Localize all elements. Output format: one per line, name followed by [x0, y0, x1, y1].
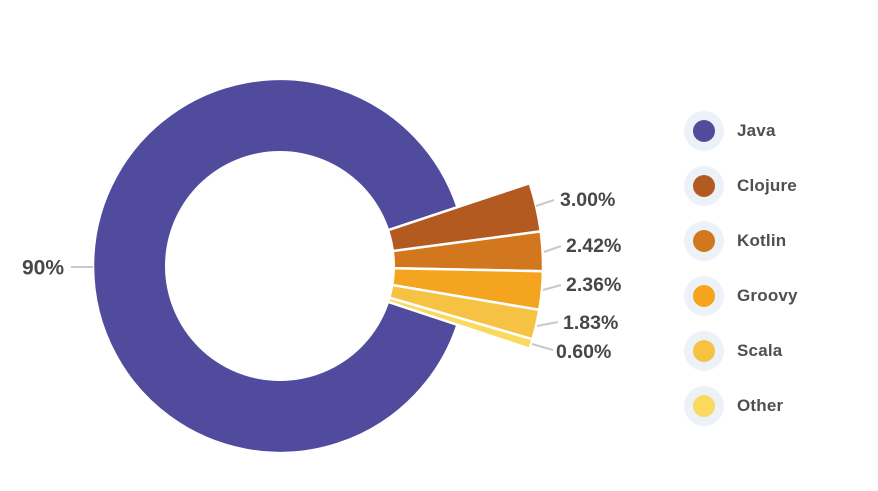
leader-line-other: [531, 343, 554, 351]
scala-series-dot-icon: [693, 340, 715, 362]
legend-halo: [684, 386, 724, 426]
percent-label-other: 0.60%: [556, 341, 611, 363]
percent-label-clojure: 3.00%: [560, 189, 615, 211]
groovy-series-dot-icon: [693, 285, 715, 307]
kotlin-series-dot-icon: [693, 230, 715, 252]
percent-label-java: 90%: [22, 256, 64, 279]
legend-label-other: Other: [737, 396, 784, 415]
legend-label-kotlin: Kotlin: [737, 231, 787, 250]
legend-item-other[interactable]: Other: [684, 386, 798, 426]
legend-halo: [684, 276, 724, 316]
legend-item-kotlin[interactable]: Kotlin: [684, 221, 798, 261]
legend-halo: [684, 221, 724, 261]
leader-line-scala: [536, 321, 559, 327]
legend-item-scala[interactable]: Scala: [684, 331, 798, 371]
percent-label-kotlin: 2.42%: [566, 235, 621, 257]
clojure-series-dot-icon: [693, 175, 715, 197]
legend-item-java[interactable]: Java: [684, 111, 798, 151]
legend-halo: [684, 111, 724, 151]
legend-halo: [684, 331, 724, 371]
legend-item-groovy[interactable]: Groovy: [684, 276, 798, 316]
donut-hole: [165, 151, 395, 381]
legend-label-clojure: Clojure: [737, 176, 797, 195]
leader-line-groovy: [542, 284, 562, 291]
legend-label-groovy: Groovy: [737, 286, 798, 305]
legend-halo: [684, 166, 724, 206]
legend-item-clojure[interactable]: Clojure: [684, 166, 798, 206]
percent-label-scala: 1.83%: [563, 312, 618, 334]
chart-legend: Java Clojure Kotlin Groovy Scala Other: [684, 111, 798, 426]
leader-line-clojure: [535, 199, 555, 207]
percent-label-groovy: 2.36%: [566, 274, 621, 296]
other-series-dot-icon: [693, 395, 715, 417]
leader-line-kotlin: [543, 245, 562, 253]
legend-label-java: Java: [737, 121, 776, 140]
java-series-dot-icon: [693, 120, 715, 142]
legend-label-scala: Scala: [737, 341, 783, 360]
